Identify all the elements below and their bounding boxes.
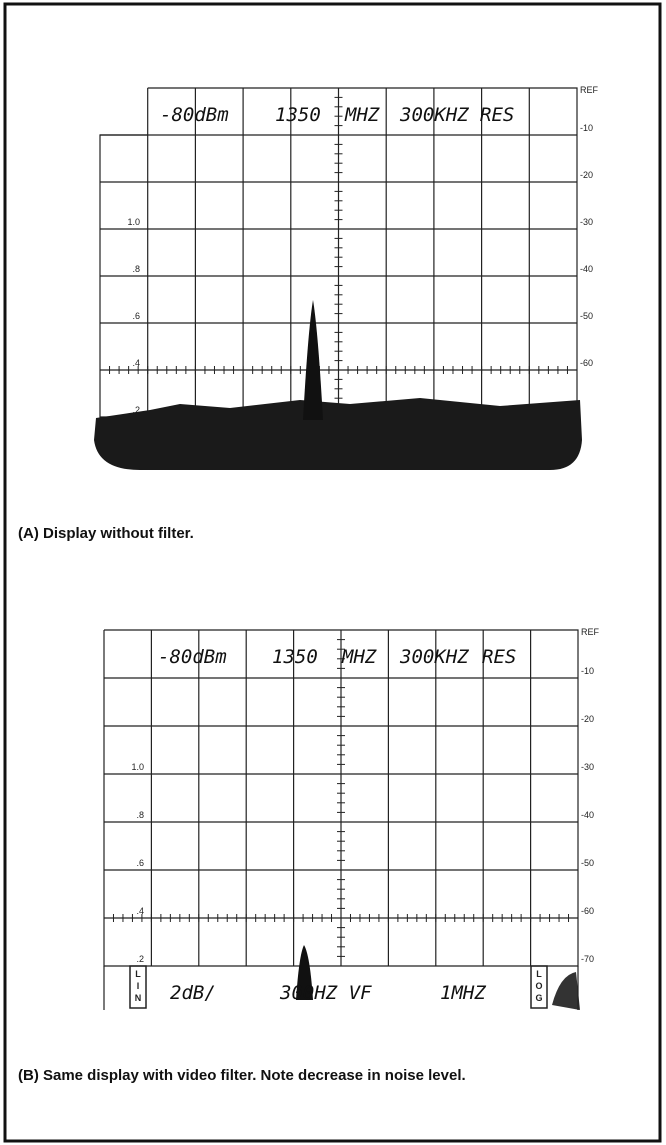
- mode-right: L: [536, 969, 542, 979]
- readout-text: 300KHZ: [399, 646, 469, 668]
- left-scale-label: .4: [136, 906, 144, 916]
- right-scale-label: -70: [581, 954, 594, 964]
- right-scale-label: -40: [581, 810, 594, 820]
- right-scale-label: -60: [580, 358, 593, 368]
- bottom-band: [103, 966, 579, 1010]
- readout-text: -80dBm: [160, 104, 229, 126]
- bottom-readout: 300HZ VF: [279, 982, 372, 1004]
- left-scale-label: .8: [136, 810, 144, 820]
- left-scale-label: 1.0: [127, 217, 140, 227]
- ref-label: REF: [580, 85, 599, 95]
- readout-text: MHZ: [341, 646, 377, 668]
- right-scale-label: -30: [581, 762, 594, 772]
- bottom-readout: 2dB/: [170, 982, 216, 1004]
- right-scale-label: -30: [580, 217, 593, 227]
- left-scale-label: .8: [132, 264, 140, 274]
- left-scale-label: .2: [136, 954, 144, 964]
- left-scale-label: .2: [132, 405, 140, 415]
- mode-box: [129, 965, 147, 1009]
- bottom-readout: 1MHZ: [440, 982, 486, 1004]
- readout-text: 1350: [272, 646, 318, 668]
- right-scale-label: -10: [580, 123, 593, 133]
- page-frame: [3, 2, 662, 1143]
- ref-label: REF: [581, 627, 600, 637]
- figure-b: -80dBm 1350 MHZ 300KHZ RES REF -10 -20 -30 -40 -50…: [103, 627, 600, 1010]
- caption-a: (A) Display without filter.: [18, 525, 194, 542]
- right-scale-label: -50: [580, 311, 593, 321]
- figure-a: -80dBm 1350 MHZ 300KHZ RES REF -10 -20 -30 -40 -50…: [94, 85, 599, 470]
- right-scale-label: -50: [581, 858, 594, 868]
- right-scale-label: -20: [580, 170, 593, 180]
- signal-peak: [296, 945, 313, 1000]
- noise-blob: [552, 972, 580, 1010]
- right-scale-label: -60: [581, 906, 594, 916]
- readout-text: 300KHZ: [399, 104, 469, 126]
- mode-left: N: [135, 993, 142, 1003]
- readout-text: MHZ: [344, 104, 380, 126]
- right-scale-label: -20: [581, 714, 594, 724]
- left-scale-label: .6: [132, 311, 140, 321]
- mode-box: [530, 965, 548, 1009]
- mode-left: L: [135, 969, 141, 979]
- mode-right: G: [535, 993, 542, 1003]
- signal-peak: [303, 300, 323, 420]
- mode-right: O: [535, 981, 542, 991]
- left-scale-label: .6: [136, 858, 144, 868]
- noise-floor: [94, 398, 582, 470]
- readout-text: -80dBm: [158, 646, 227, 668]
- readout-text: 1350: [275, 104, 321, 126]
- left-scale-label: .4: [132, 358, 140, 368]
- readout-text: RES: [482, 646, 516, 668]
- caption-b: (B) Same display with video filter. Note…: [18, 1067, 466, 1084]
- mode-left: I: [137, 981, 140, 991]
- right-scale-label: -10: [581, 666, 594, 676]
- left-scale-label: 1.0: [131, 762, 144, 772]
- right-scale-label: -40: [580, 264, 593, 274]
- readout-text: RES: [480, 104, 514, 126]
